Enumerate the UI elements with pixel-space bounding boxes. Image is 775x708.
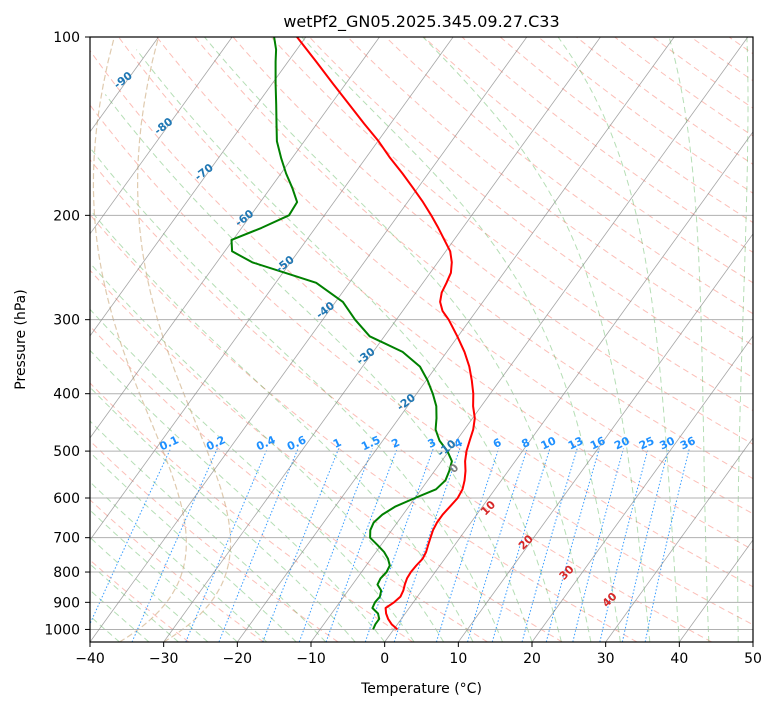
mixing-ratio-line	[218, 448, 299, 642]
y-tick-label: 200	[53, 208, 80, 224]
dewpoint-profile-line	[230, 37, 453, 630]
mixing-ratio-label: 36	[678, 434, 698, 452]
mixing-ratio-line	[491, 448, 551, 642]
moist-adiabat-line	[104, 94, 533, 642]
mixing-ratio-line	[599, 448, 649, 642]
mixing-ratio-line	[621, 448, 670, 642]
dry-adiabat-line	[90, 158, 712, 642]
moist-adiabat-line	[737, 37, 749, 642]
isotherm-line	[90, 37, 307, 337]
moist-adiabat-line	[204, 37, 592, 642]
dry-adiabat-line	[385, 37, 753, 315]
axis-layer: −40 −30 −20 −10 0 10 20 30 40 50 100 200 300 400 500 60…	[44, 30, 762, 667]
isotherm-line	[90, 37, 454, 541]
moist-adiabat-line	[90, 589, 150, 642]
x-tick-label: 40	[670, 651, 688, 667]
dry-adiabat-line	[232, 37, 753, 445]
moist-adiabat-line	[90, 262, 445, 642]
x-tick-label: 50	[744, 651, 762, 667]
chart-title: wetPf2_GN05.2025.345.09.27.C33	[283, 12, 559, 32]
moist-adiabat-line	[90, 308, 415, 642]
grid-layer	[90, 37, 753, 642]
x-tick-label: 20	[523, 651, 541, 667]
isotherm-line	[605, 437, 753, 642]
moist-adiabat-line	[90, 209, 474, 642]
mixing-ratio-line	[545, 448, 600, 642]
mixing-ratio-line	[521, 448, 578, 642]
mixing-ratio-line	[467, 448, 528, 642]
mixing-ratio-label: 10	[539, 434, 559, 452]
mixing-ratio-label: 25	[637, 434, 656, 452]
isotherm-line	[310, 37, 749, 642]
temperature-profile-line	[296, 37, 476, 631]
x-tick-label: −40	[75, 651, 105, 667]
y-tick-label: 600	[53, 491, 80, 507]
auxiliary-curve	[92, 37, 187, 642]
y-tick-label: 400	[53, 387, 80, 403]
isotherm-line	[531, 335, 753, 642]
y-tick-label: 100	[53, 30, 80, 46]
mixing-ratio-label: 16	[588, 434, 608, 452]
x-tick-label: 0	[380, 651, 389, 667]
moist-adiabat-line	[422, 37, 651, 642]
mixing-ratio-line	[298, 448, 373, 642]
isotherm-line	[163, 37, 601, 642]
dry-adiabat-line	[423, 37, 753, 284]
mixing-ratio-label: 20	[612, 434, 632, 452]
moist-adiabat-line	[301, 37, 621, 642]
mixing-ratio-line	[572, 448, 624, 642]
mixing-ratio-line	[325, 448, 398, 642]
moist-adiabat-line	[668, 37, 710, 642]
moist-adiabat-line	[557, 37, 680, 642]
dry-adiabat-line	[90, 325, 488, 642]
moist-adiabat-line	[136, 49, 562, 642]
isotherm-line	[679, 539, 753, 642]
dry-adiabat-line	[90, 104, 753, 626]
mixing-ratio-line	[644, 448, 690, 642]
moist-adiabat-line	[90, 451, 297, 642]
dry-adiabat-line	[270, 37, 753, 412]
mixing-ratio-label: 30	[657, 434, 677, 452]
mixing-ratio-line	[185, 448, 268, 642]
moist-adiabat-line	[90, 349, 386, 642]
isotherm-line	[458, 233, 753, 642]
mixing-ratio-line	[262, 448, 340, 642]
dry-adiabat-line	[156, 37, 753, 515]
dry-adiabat-line	[118, 37, 753, 551]
mixing-ratio-line	[435, 448, 500, 642]
data-layer	[230, 37, 476, 631]
x-tick-label: −30	[149, 651, 179, 667]
x-tick-label: 30	[597, 651, 615, 667]
isotherm-line	[90, 37, 528, 642]
isotherm-line	[90, 37, 380, 439]
mixing-ratio-label: 13	[566, 434, 585, 452]
x-axis-label: Temperature (°C)	[360, 681, 482, 697]
dry-adiabat-line	[90, 269, 563, 642]
isotherm-line	[90, 37, 233, 235]
y-tick-label: 700	[53, 531, 80, 547]
y-axis-label: Pressure (hPa)	[13, 289, 29, 389]
y-tick-label: 800	[53, 565, 80, 581]
isotherm-line	[384, 131, 753, 642]
y-tick-label: 1000	[44, 622, 80, 638]
x-tick-label: 10	[449, 651, 467, 667]
dry-adiabat-line	[90, 213, 638, 642]
dry-adiabat-line	[90, 49, 753, 588]
y-tick-label: 900	[53, 595, 80, 611]
auxiliary-curve	[136, 37, 232, 642]
plot-frame	[89, 36, 754, 643]
x-tick-label: −10	[296, 651, 326, 667]
mixing-ratio-line	[131, 448, 218, 642]
x-tick-label: −20	[223, 651, 253, 667]
moist-adiabat-line	[90, 509, 238, 642]
dry-adiabat-line	[194, 37, 753, 480]
dry-adiabat-line	[90, 440, 339, 642]
mixing-ratio-line	[364, 448, 434, 642]
isotherm-line	[237, 37, 675, 642]
y-tick-label: 500	[53, 444, 80, 460]
y-tick-label: 300	[53, 313, 80, 329]
